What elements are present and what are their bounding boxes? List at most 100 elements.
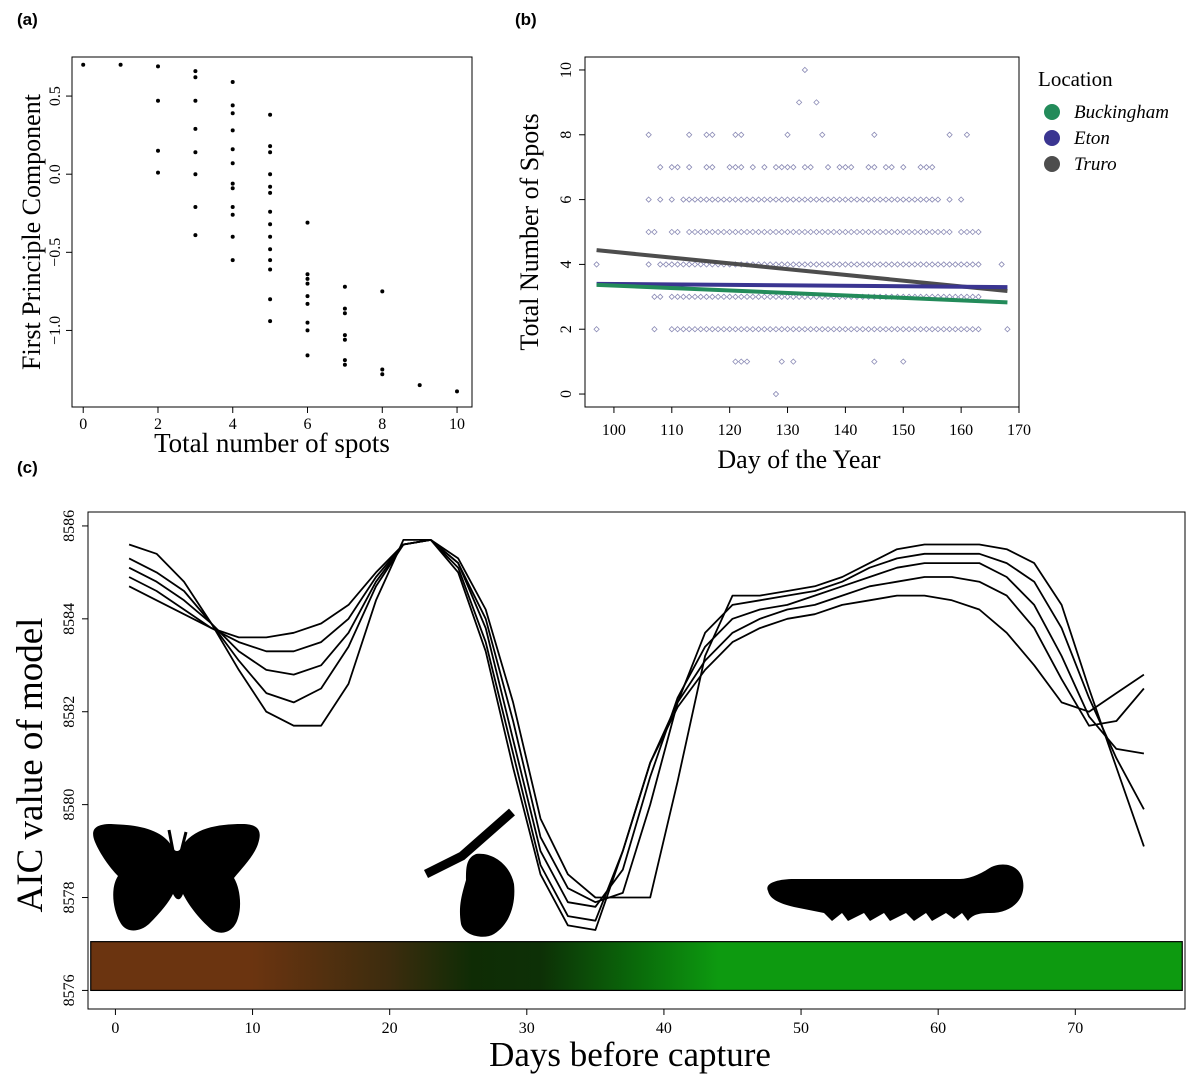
- scatter-point: [778, 358, 785, 365]
- scatter-point: [905, 228, 913, 236]
- scatter-point: [81, 62, 86, 67]
- y-axis-label-c: AIC value of model: [10, 618, 51, 913]
- scatter-point: [842, 164, 849, 171]
- scatter-point: [305, 353, 310, 358]
- x-tick-label: 70: [1067, 1020, 1083, 1037]
- scatter-point: [680, 326, 687, 333]
- scatter-point: [894, 326, 901, 333]
- scatter-point: [342, 333, 347, 338]
- scatter-point: [836, 196, 843, 203]
- scatter-point: [871, 228, 878, 236]
- c-y-ticks: 8576 8578 8580 8582 8584 8586: [61, 510, 88, 1006]
- scatter-point: [749, 196, 756, 203]
- life-stage-bar: [90, 941, 1183, 992]
- scatter-point: [882, 196, 890, 203]
- scatter-point: [842, 196, 849, 203]
- y-tick-label: 8578: [61, 882, 78, 914]
- scatter-point: [417, 383, 422, 388]
- scatter-point: [813, 326, 820, 333]
- scatter-point: [268, 297, 273, 302]
- plot-frame-c: [87, 511, 1186, 1010]
- scatter-point: [305, 294, 310, 299]
- y-axis-label-b: Total Number of Spots: [515, 113, 544, 350]
- scatter-point: [946, 326, 953, 333]
- scatter-point: [790, 196, 797, 203]
- x-tick-label: 160: [949, 422, 973, 439]
- scatter-point: [957, 261, 965, 268]
- scatter-point: [957, 326, 965, 333]
- scatter-point: [784, 164, 791, 171]
- panel-label-a: (a): [17, 10, 38, 29]
- scatter-point: [738, 228, 745, 236]
- scatter-point: [824, 326, 832, 333]
- scatter-point: [865, 196, 872, 203]
- aic-line-2: [128, 539, 1145, 904]
- scatter-point: [156, 148, 160, 153]
- scatter-point: [651, 293, 658, 300]
- scatter-point: [963, 228, 971, 236]
- scatter-point: [772, 228, 780, 236]
- x-tick-label: 130: [776, 422, 800, 439]
- scatter-point: [784, 293, 791, 300]
- scatter-point: [732, 293, 739, 300]
- scatter-point: [801, 326, 809, 333]
- scatter-point: [830, 326, 837, 333]
- scatter-point: [824, 228, 832, 236]
- scatter-point: [865, 164, 872, 171]
- scatter-point: [917, 196, 924, 203]
- scatter-point: [668, 293, 675, 300]
- scatter-point: [894, 228, 901, 236]
- scatter-point: [934, 196, 942, 203]
- chart-b: 100 110 120 130 140 150 160 170 0 2 4 6 8 10 Day of …: [515, 56, 1169, 474]
- chart-c: 0 10 20 30 40 50 60 70 8576 8578 8580 8582 8584 8586…: [10, 510, 1186, 1074]
- scatter-point: [923, 326, 930, 333]
- scatter-point: [813, 261, 820, 268]
- aic-line-5: [128, 539, 1145, 931]
- scatter-point: [963, 261, 971, 268]
- scatter-point: [268, 247, 273, 252]
- scatter-point: [894, 196, 901, 203]
- x-tick-label: 0: [111, 1020, 119, 1037]
- scatter-point: [685, 326, 693, 333]
- scatter-point: [784, 196, 791, 203]
- scatter-point: [836, 326, 843, 333]
- scatter-point: [193, 233, 198, 238]
- scatter-point: [455, 389, 459, 394]
- scatter-point: [668, 164, 675, 171]
- scatter-point: [819, 228, 826, 236]
- x-tick-label: 10: [245, 1020, 261, 1037]
- scatter-point: [957, 196, 965, 203]
- scatter-point: [738, 196, 745, 203]
- scatter-point: [697, 261, 704, 268]
- scatter-point: [703, 164, 710, 171]
- legend-b: Location Buckingham Eton Truro: [1038, 67, 1169, 175]
- x-tick-label: 30: [519, 1020, 535, 1037]
- scatter-point: [853, 326, 861, 333]
- scatter-point: [772, 164, 780, 171]
- scatter-point: [778, 164, 785, 171]
- scatter-point: [772, 196, 780, 203]
- scatter-point: [795, 326, 803, 333]
- panel-label-c: (c): [17, 458, 38, 477]
- scatter-point: [940, 326, 947, 333]
- b-y-ticks: 0 2 4 6 8 10: [558, 62, 585, 398]
- scatter-point: [738, 293, 745, 300]
- scatter-point: [778, 326, 785, 333]
- scatter-point: [657, 196, 664, 203]
- legend-title: Location: [1038, 67, 1113, 91]
- scatter-point: [795, 196, 803, 203]
- trend-line-truro: [596, 248, 1008, 293]
- scatter-point: [778, 196, 785, 203]
- x-tick-label: 150: [891, 422, 915, 439]
- scatter-point: [268, 234, 273, 239]
- scatter-point: [824, 261, 832, 268]
- scatter-point: [342, 362, 347, 367]
- scatter-point: [674, 164, 681, 171]
- scatter-point: [709, 326, 716, 333]
- scatter-point: [761, 164, 768, 171]
- y-tick-label: 0.0: [47, 164, 64, 184]
- scatter-point: [305, 276, 310, 281]
- scatter-point: [865, 228, 872, 236]
- scatter-point: [923, 196, 930, 203]
- y-tick-label: 10: [558, 62, 575, 78]
